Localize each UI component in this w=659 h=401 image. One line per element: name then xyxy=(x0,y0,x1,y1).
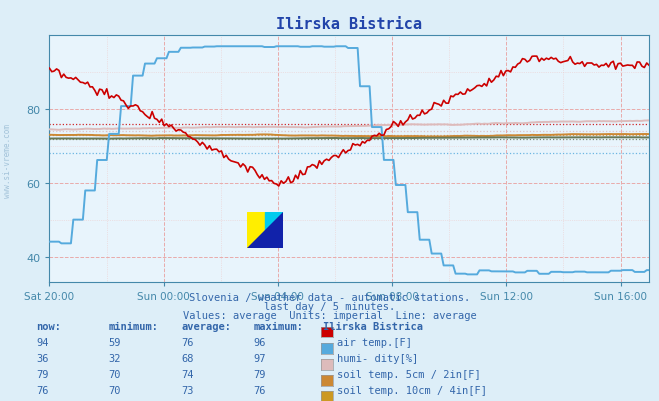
Polygon shape xyxy=(247,213,283,249)
Text: 96: 96 xyxy=(254,337,266,347)
Text: now:: now: xyxy=(36,321,61,331)
Text: 76: 76 xyxy=(36,385,49,395)
Text: average:: average: xyxy=(181,321,231,331)
Text: Ilirska Bistrica: Ilirska Bistrica xyxy=(323,321,423,331)
Text: 70: 70 xyxy=(109,385,121,395)
Text: 32: 32 xyxy=(109,353,121,363)
Text: air temp.[F]: air temp.[F] xyxy=(337,337,413,347)
Bar xyxy=(265,213,283,249)
Text: 74: 74 xyxy=(181,369,194,379)
Text: www.si-vreme.com: www.si-vreme.com xyxy=(3,124,13,197)
Text: minimum:: minimum: xyxy=(109,321,159,331)
Text: 76: 76 xyxy=(181,337,194,347)
Text: maximum:: maximum: xyxy=(254,321,304,331)
Text: 97: 97 xyxy=(254,353,266,363)
Text: last day / 5 minutes.: last day / 5 minutes. xyxy=(264,302,395,312)
Text: 73: 73 xyxy=(181,385,194,395)
Text: 59: 59 xyxy=(109,337,121,347)
Title: Ilirska Bistrica: Ilirska Bistrica xyxy=(276,17,422,32)
Text: humi- dity[%]: humi- dity[%] xyxy=(337,353,418,363)
Text: 94: 94 xyxy=(36,337,49,347)
Text: 70: 70 xyxy=(109,369,121,379)
Text: Values: average  Units: imperial  Line: average: Values: average Units: imperial Line: av… xyxy=(183,310,476,320)
Bar xyxy=(247,213,265,249)
Text: Slovenia / weather data - automatic stations.: Slovenia / weather data - automatic stat… xyxy=(189,293,470,303)
Text: 68: 68 xyxy=(181,353,194,363)
Text: 36: 36 xyxy=(36,353,49,363)
Text: soil temp. 10cm / 4in[F]: soil temp. 10cm / 4in[F] xyxy=(337,385,488,395)
Text: soil temp. 5cm / 2in[F]: soil temp. 5cm / 2in[F] xyxy=(337,369,481,379)
Text: 76: 76 xyxy=(254,385,266,395)
Text: 79: 79 xyxy=(254,369,266,379)
Text: 79: 79 xyxy=(36,369,49,379)
